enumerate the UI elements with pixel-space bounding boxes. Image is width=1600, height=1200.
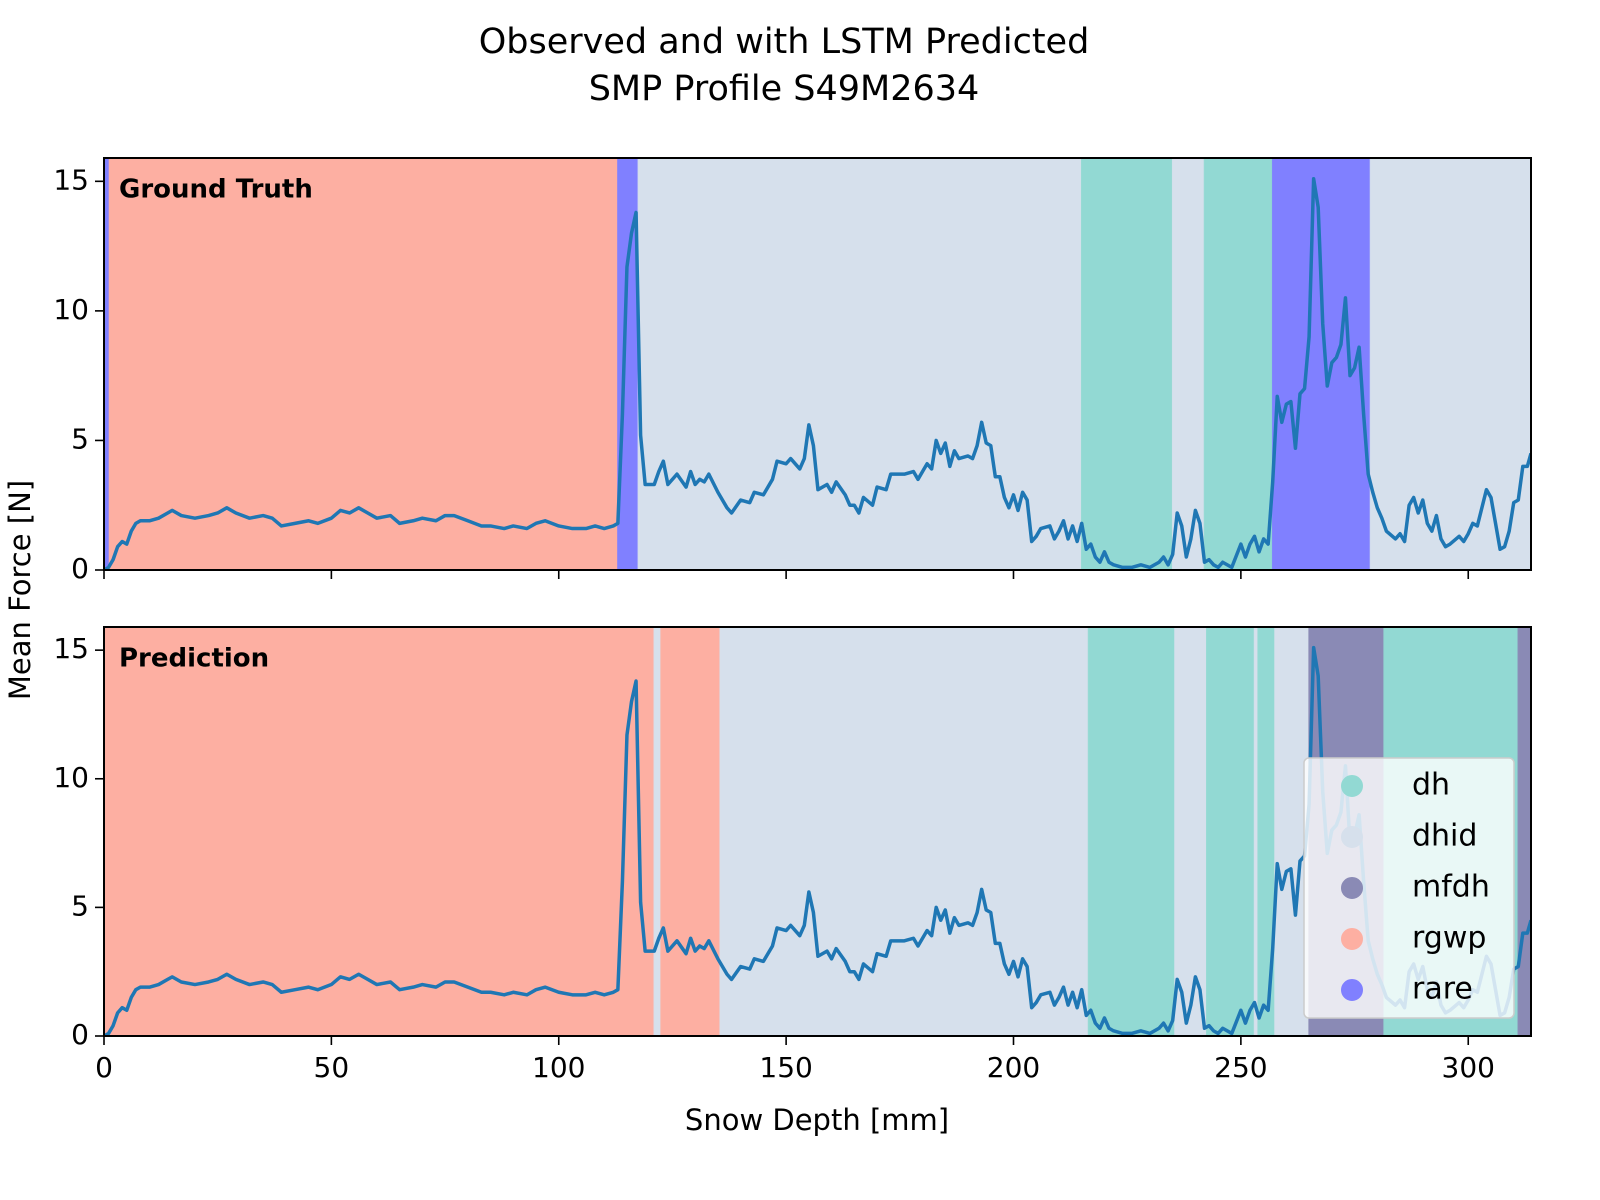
x-tick-label: 150 — [759, 1051, 812, 1084]
class-segment — [104, 627, 655, 1036]
y-tick-label: 15 — [53, 632, 89, 665]
legend-marker — [1341, 826, 1363, 848]
y-tick-label: 5 — [71, 889, 89, 922]
x-tick-label: 250 — [1214, 1051, 1267, 1084]
class-segment — [1174, 627, 1208, 1036]
y-tick-label: 0 — [71, 552, 89, 585]
plot-area — [104, 627, 1531, 1036]
class-segment — [719, 627, 1090, 1036]
legend-label: rare — [1412, 972, 1473, 1007]
x-tick-label: 100 — [532, 1051, 585, 1084]
legend-label: dhid — [1412, 819, 1477, 854]
x-tick-label: 200 — [987, 1051, 1040, 1084]
plot-area — [104, 158, 1531, 570]
legend-label: dh — [1412, 768, 1450, 803]
axes-frame — [103, 157, 1532, 571]
legend-box — [1303, 757, 1515, 1019]
class-segment — [1087, 627, 1176, 1036]
class-segment — [1171, 158, 1206, 570]
class-segment — [660, 627, 721, 1036]
class-segment — [1369, 158, 1531, 570]
x-axis-label: Snow Depth [mm] — [685, 1103, 949, 1137]
chart-title: Observed and with LSTM Predicted — [479, 22, 1090, 62]
y-tick-label: 10 — [53, 293, 89, 326]
legend-marker — [1341, 775, 1363, 797]
legend-marker — [1341, 877, 1363, 899]
chart-subtitle: SMP Profile S49M2634 — [589, 69, 980, 109]
x-tick-label: 50 — [314, 1051, 350, 1084]
y-tick-label: 5 — [71, 422, 89, 455]
class-segment — [1517, 627, 1531, 1036]
class-segment — [653, 627, 662, 1036]
class-segment — [1206, 627, 1256, 1036]
legend-label: rgwp — [1412, 921, 1486, 956]
class-segment — [108, 158, 619, 570]
legend-label: mfdh — [1412, 870, 1490, 905]
class-segment — [1080, 158, 1174, 570]
axes-frame — [103, 626, 1532, 1037]
legend-marker — [1341, 928, 1363, 950]
panel-label: Ground Truth — [119, 175, 313, 205]
x-tick-label: 300 — [1442, 1051, 1495, 1084]
y-tick-label: 0 — [71, 1018, 89, 1051]
x-tick-label: 0 — [95, 1051, 113, 1084]
legend-marker — [1341, 979, 1363, 1001]
panel-label: Prediction — [119, 644, 269, 674]
force-line — [104, 176, 1531, 570]
y-tick-label: 10 — [53, 761, 89, 794]
y-axis-label: Mean Force [N] — [3, 480, 37, 700]
class-segment — [1203, 158, 1274, 570]
y-tick-label: 15 — [53, 163, 89, 196]
